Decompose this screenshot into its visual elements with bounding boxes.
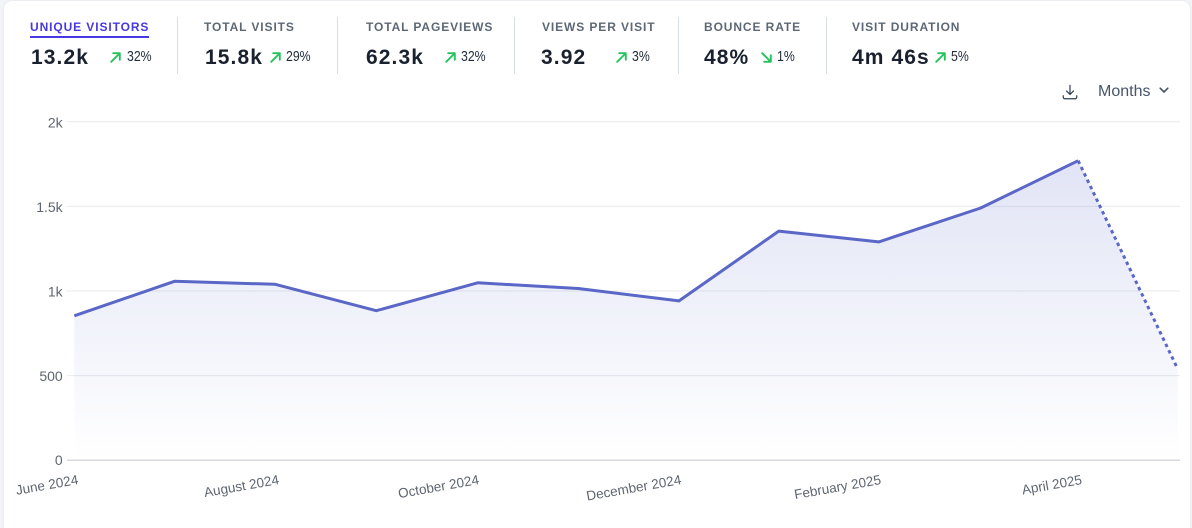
svg-text:2k: 2k — [48, 114, 64, 130]
svg-text:0: 0 — [55, 452, 63, 468]
svg-text:1k: 1k — [48, 284, 64, 300]
svg-text:1.5k: 1.5k — [36, 199, 63, 215]
svg-text:500: 500 — [39, 368, 63, 384]
